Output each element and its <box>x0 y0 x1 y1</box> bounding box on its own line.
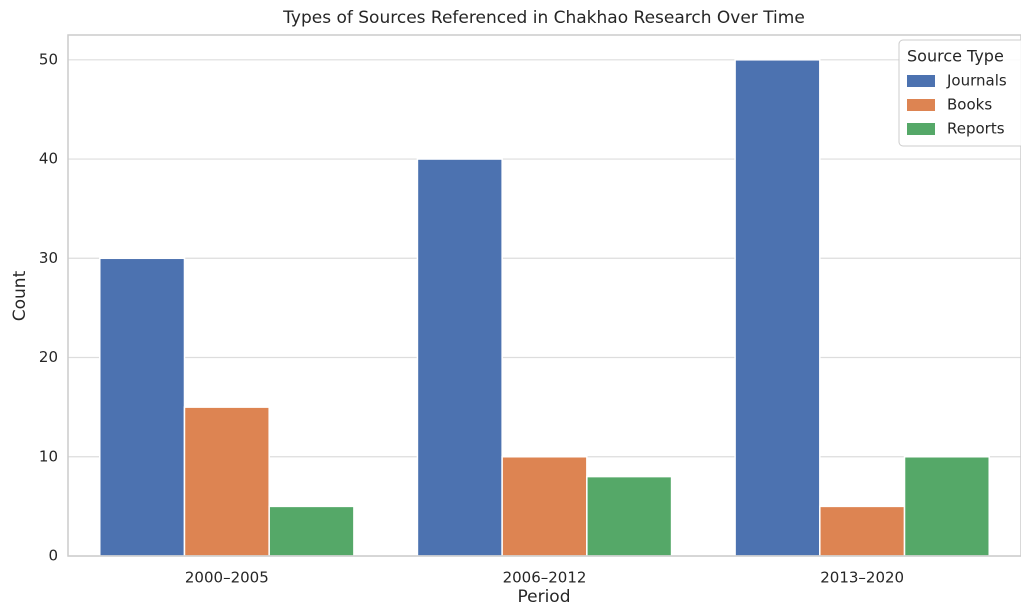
y-tick-label: 0 <box>48 547 58 565</box>
bar <box>734 59 821 557</box>
legend-swatch <box>907 123 935 135</box>
bar <box>416 158 503 557</box>
legend-label: Reports <box>947 120 1005 138</box>
y-tick-label: 50 <box>39 50 58 68</box>
legend-box <box>898 39 1021 147</box>
bar <box>183 406 270 557</box>
bar <box>903 456 990 557</box>
legend-label: Journals <box>946 72 1007 90</box>
bar <box>501 456 588 557</box>
y-axis-label: Count <box>10 270 30 321</box>
y-tick-label: 40 <box>39 150 58 168</box>
x-tick-label: 2000–2005 <box>185 569 269 587</box>
plot-frame <box>67 34 1021 557</box>
legend-label: Books <box>947 96 992 114</box>
bar <box>819 505 906 557</box>
bar <box>586 475 673 557</box>
legend-title: Source Type <box>907 47 1004 66</box>
bar <box>99 257 186 557</box>
bar <box>268 505 355 557</box>
legend-swatch <box>907 75 935 87</box>
x-tick-label: 2006–2012 <box>503 569 587 587</box>
y-tick-label: 20 <box>39 348 58 366</box>
legend-swatch <box>907 99 935 111</box>
x-axis-label: Period <box>517 587 570 607</box>
chart-title: Types of Sources Referenced in Chakhao R… <box>282 8 805 28</box>
y-tick-label: 30 <box>39 249 58 267</box>
x-tick-label: 2013–2020 <box>820 569 904 587</box>
y-tick-label: 10 <box>39 447 58 465</box>
